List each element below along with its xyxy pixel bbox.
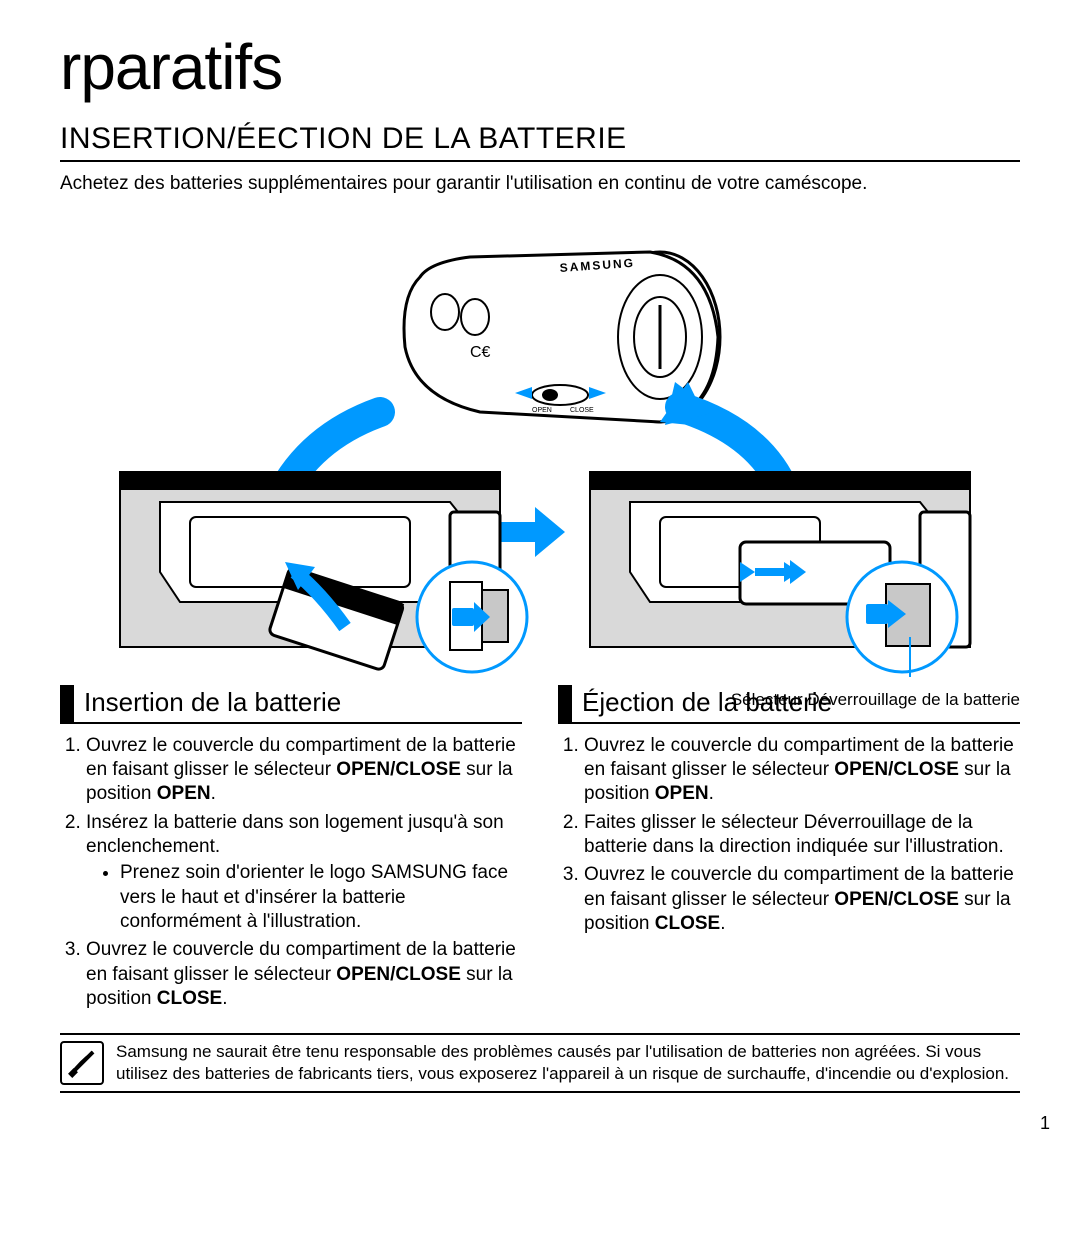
chapter-title: rparatifs bbox=[60, 30, 1020, 104]
figure-caption: Sélecteur Déverrouillage de la batterie bbox=[731, 690, 1020, 710]
list-item: Insérez la batterie dans son logement ju… bbox=[86, 811, 522, 935]
left-heading: Insertion de la batterie bbox=[84, 685, 341, 722]
list-item: Ouvrez le couvercle du compartiment de l… bbox=[86, 734, 522, 807]
list-item: Ouvrez le couvercle du compartiment de l… bbox=[584, 863, 1020, 936]
note-box: Samsung ne saurait être tenu responsable… bbox=[60, 1033, 1020, 1093]
note-text: Samsung ne saurait être tenu responsable… bbox=[116, 1041, 1020, 1085]
right-steps: Ouvrez le couvercle du compartiment de l… bbox=[558, 734, 1020, 937]
svg-text:C€: C€ bbox=[470, 344, 491, 361]
battery-figure: C€ SAMSUNG OPEN CLOSE bbox=[60, 207, 1020, 677]
right-column: Éjection de la batterie Ouvrez le couver… bbox=[558, 685, 1020, 1015]
list-item: Ouvrez le couvercle du compartiment de l… bbox=[86, 938, 522, 1011]
note-icon bbox=[60, 1041, 104, 1085]
heading-bar bbox=[60, 685, 74, 722]
heading-bar bbox=[558, 685, 572, 722]
section-title: INSERTION/ÉECTION DE LA BATTERIE bbox=[60, 122, 1020, 162]
page-number: 1 bbox=[1040, 1113, 1050, 1134]
list-item: Faites glisser le sélecteur Déverrouilla… bbox=[584, 811, 1020, 860]
left-column: Insertion de la batterie Ouvrez le couve… bbox=[60, 685, 522, 1015]
svg-text:OPEN: OPEN bbox=[532, 407, 552, 414]
svg-text:CLOSE: CLOSE bbox=[570, 407, 594, 414]
list-item: Ouvrez le couvercle du compartiment de l… bbox=[584, 734, 1020, 807]
list-item: Prenez soin d'orienter le logo SAMSUNG f… bbox=[120, 861, 522, 934]
intro-text: Achetez des batteries supplémentaires po… bbox=[60, 172, 1020, 197]
left-steps: Ouvrez le couvercle du compartiment de l… bbox=[60, 734, 522, 1011]
